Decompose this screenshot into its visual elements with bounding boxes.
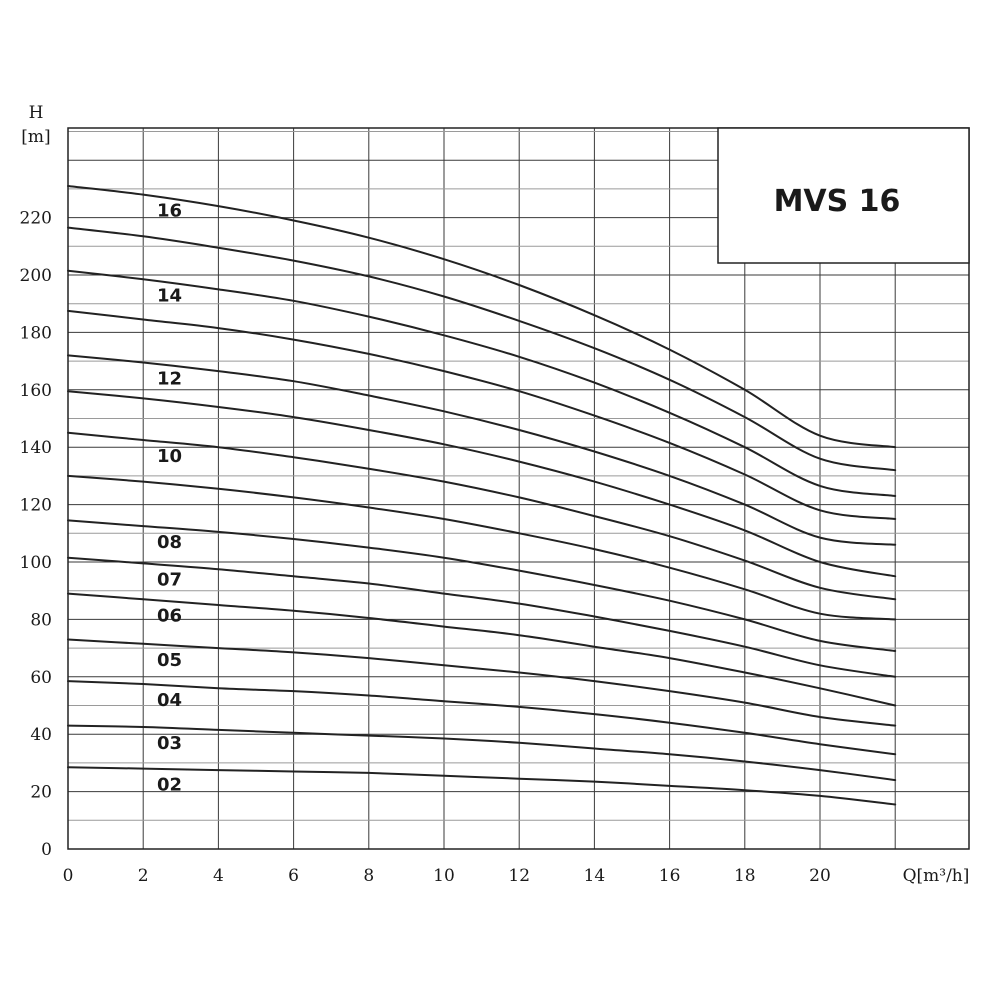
- curve-label-05: 05: [157, 650, 182, 671]
- y-axis-unit: [m]: [21, 127, 50, 147]
- series-curve-07: [67, 556, 897, 678]
- curve-label-02: 02: [157, 775, 182, 796]
- x-tick-label: 10: [433, 866, 455, 886]
- curve-label-16: 16: [157, 201, 182, 222]
- y-axis-symbol: H: [29, 103, 44, 123]
- x-tick-label: 16: [659, 866, 681, 886]
- y-tick-label: 0: [41, 840, 52, 860]
- series-curve-03: [67, 724, 897, 782]
- y-tick-label: 140: [20, 438, 52, 458]
- y-tick-label: 100: [20, 553, 52, 573]
- series-curve-12: [67, 354, 897, 546]
- curve-label-07: 07: [157, 569, 182, 590]
- curve-label-12: 12: [157, 369, 182, 390]
- plot-frame: [67, 127, 970, 850]
- y-tick-label: 20: [30, 783, 52, 803]
- y-tick-label: 120: [20, 496, 52, 516]
- curve-label-10: 10: [157, 446, 182, 467]
- x-tick-label: 2: [138, 866, 149, 886]
- x-tick-label: 6: [288, 866, 299, 886]
- series-curve-08: [67, 519, 897, 652]
- curve-layer: [67, 185, 897, 806]
- curve-label-08: 08: [157, 532, 182, 553]
- series-curve-16: [67, 185, 897, 449]
- x-tick-label: 8: [363, 866, 374, 886]
- x-tick-label: 0: [63, 866, 74, 886]
- series-curve-02: [67, 766, 897, 806]
- x-tick-label: 12: [508, 866, 530, 886]
- series-curve-06: [67, 592, 897, 707]
- series-curve-05: [67, 638, 897, 727]
- y-tick-label: 80: [30, 610, 52, 630]
- x-axis-label: Q[m³/h]: [903, 866, 970, 886]
- series-curve-13: [67, 309, 897, 520]
- y-tick-label: 220: [20, 209, 52, 229]
- series-curve-10: [67, 431, 897, 601]
- x-tick-label: 14: [584, 866, 606, 886]
- series-curve-15: [67, 226, 897, 472]
- x-tick-label: 20: [809, 866, 831, 886]
- y-tick-label: 60: [30, 668, 52, 688]
- curve-label-03: 03: [157, 733, 182, 754]
- title-box: [717, 127, 970, 264]
- curve-label-14: 14: [157, 285, 182, 306]
- series-curve-14: [67, 269, 897, 497]
- chart-title: MVS 16: [774, 184, 901, 219]
- tick-layer: 0 2 4 6 8 10 12 14 16 18 2002040608010012014016018…: [20, 209, 831, 886]
- y-tick-label: 160: [20, 381, 52, 401]
- series-curve-11: [67, 390, 897, 578]
- y-tick-label: 200: [20, 266, 52, 286]
- curve-label-06: 06: [157, 605, 182, 626]
- series-curve-04: [67, 680, 897, 756]
- y-tick-label: 40: [30, 725, 52, 745]
- grid-layer: [68, 128, 969, 849]
- x-tick-label: 18: [734, 866, 756, 886]
- series-curve-09: [67, 474, 897, 621]
- curve-label-layer: 16 14 12 10 08 07 06 05 04 03 02: [157, 201, 182, 796]
- y-tick-label: 180: [20, 323, 52, 343]
- curve-label-04: 04: [157, 690, 182, 711]
- x-tick-label: 4: [213, 866, 224, 886]
